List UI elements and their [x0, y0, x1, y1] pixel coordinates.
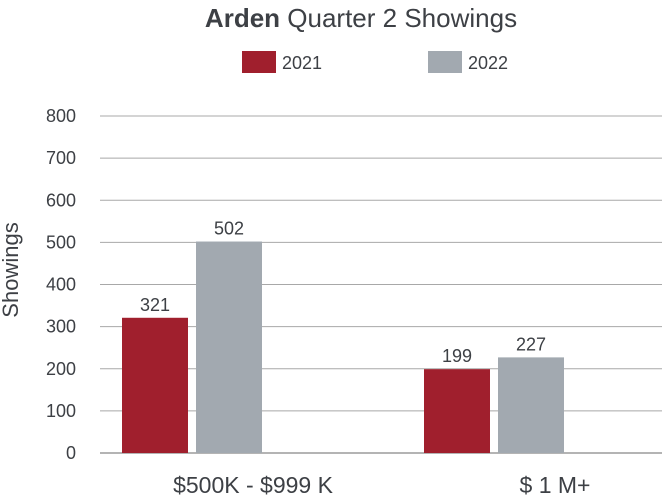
y-tick-label: 200: [46, 359, 76, 379]
y-tick-label: 300: [46, 317, 76, 337]
y-axis-ticks: 0 100 200 300 400 500 600 700 800: [46, 106, 76, 463]
y-tick-label: 800: [46, 106, 76, 126]
bar-2022-0: [196, 241, 262, 453]
data-label: 321: [140, 295, 170, 315]
legend: 2021 2022: [242, 51, 508, 73]
legend-label: 2021: [282, 53, 322, 73]
y-tick-label: 700: [46, 148, 76, 168]
legend-swatch-2022: [428, 51, 462, 73]
legend-swatch-2021: [242, 51, 276, 73]
bar-2021-0: [122, 317, 188, 453]
legend-label: 2022: [468, 53, 508, 73]
data-label: 502: [214, 219, 244, 239]
chart-title-bold: Arden: [205, 3, 280, 33]
chart-title-rest-text: Quarter 2 Showings: [287, 3, 517, 33]
y-tick-label: 600: [46, 190, 76, 210]
y-tick-label: 0: [66, 443, 76, 463]
x-axis-categories: $500K - $999 K $ 1 M+: [173, 472, 590, 498]
y-tick-label: 100: [46, 401, 76, 421]
bar-2021-1: [424, 369, 490, 453]
x-category-label: $ 1 M+: [520, 472, 591, 498]
y-tick-label: 500: [46, 232, 76, 252]
y-tick-label: 400: [46, 275, 76, 295]
data-label: 199: [442, 346, 472, 366]
data-label: 227: [516, 334, 546, 354]
bar-2022-1: [498, 357, 564, 453]
y-axis-label: Showings: [0, 222, 23, 317]
value-labels: 321 502 199 227: [140, 219, 546, 367]
gridlines: [100, 115, 662, 454]
x-category-label: $500K - $999 K: [173, 472, 334, 498]
chart-title: Arden Quarter 2 Showings: [205, 3, 517, 33]
bars: [122, 241, 564, 453]
